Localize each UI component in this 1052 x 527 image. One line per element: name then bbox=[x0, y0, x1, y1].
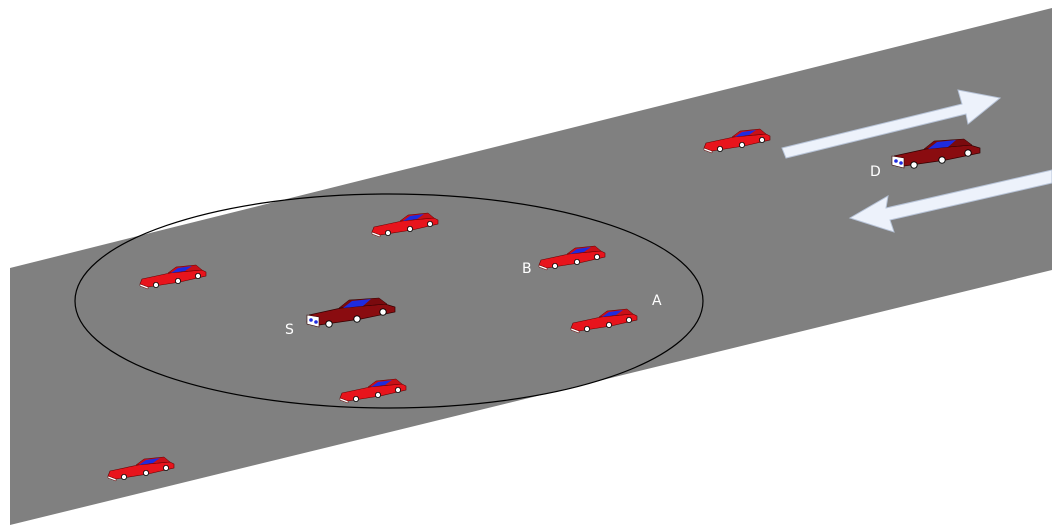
label-d: D bbox=[870, 164, 881, 180]
label-b: B bbox=[522, 261, 532, 277]
label-s: S bbox=[285, 322, 294, 338]
label-a: A bbox=[652, 293, 662, 309]
scene: S A B D bbox=[0, 0, 1052, 527]
